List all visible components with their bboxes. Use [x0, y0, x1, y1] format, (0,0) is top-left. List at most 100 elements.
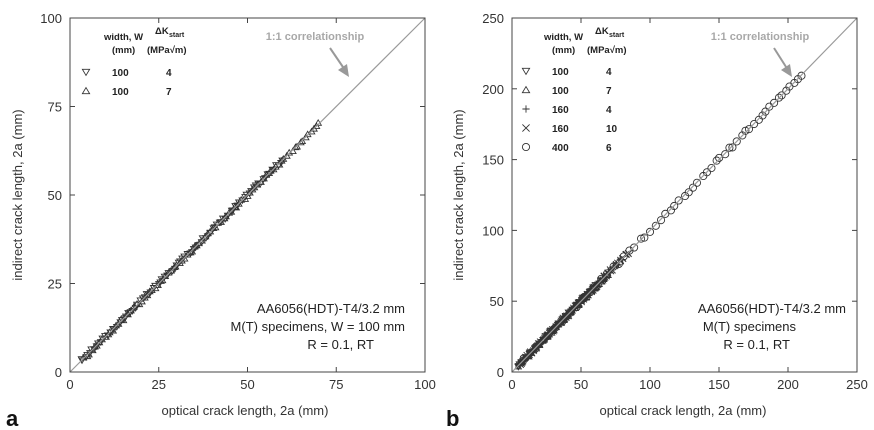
- data-point-triangle-up: [277, 156, 286, 164]
- y-tick-label: 200: [482, 82, 504, 97]
- data-point-triangle-up: [143, 291, 152, 299]
- data-point-circle: [732, 137, 741, 146]
- legend-header-dk-sub: start: [169, 32, 185, 39]
- data-point-circle: [725, 143, 734, 152]
- data-point-circle: [782, 86, 791, 95]
- data-point-triangle-up: [296, 138, 305, 146]
- data-point-circle: [750, 119, 759, 129]
- legend-header-width-unit: (mm): [552, 45, 575, 56]
- info-line-2: M(T) specimens: [703, 319, 797, 334]
- legend-marker-triangle-down: [521, 67, 531, 76]
- data-point-circle: [656, 216, 666, 225]
- data-point-triangle-down: [138, 295, 147, 303]
- data-point-triangle-up: [147, 286, 156, 294]
- data-point-triangle-up: [291, 143, 300, 151]
- data-point-circle: [702, 168, 711, 177]
- data-point-circle: [597, 274, 606, 283]
- data-point-circle: [754, 115, 763, 124]
- x-tick-label: 50: [574, 377, 588, 392]
- data-point-triangle-down: [254, 180, 263, 188]
- info-line-2: M(T) specimens, W = 100 mm: [231, 319, 405, 334]
- data-point-circle: [532, 342, 541, 351]
- y-tick-label: 50: [48, 188, 62, 203]
- data-point-circle: [684, 188, 693, 197]
- y-axis-label-a: indirect crack length, 2a (mm): [10, 109, 25, 280]
- data-point-triangle-up: [88, 346, 97, 354]
- legend-width-value: 160: [552, 105, 569, 116]
- panel-label-a: a: [6, 406, 19, 430]
- data-point-circle: [715, 153, 724, 162]
- data-point-triangle-up: [282, 151, 291, 159]
- data-point-circle: [770, 98, 779, 107]
- info-line-3: R = 0.1, RT: [307, 337, 374, 352]
- legend-b: width, W (mm) ΔK start (MPa√m) 100 4 100 7 160 4 16…: [521, 26, 627, 154]
- x-tick-label: 200: [777, 377, 799, 392]
- data-point-triangle-up: [177, 256, 186, 264]
- data-point-triangle-up: [114, 319, 123, 327]
- info-text-a: AA6056(HDT)-T4/3.2 mm M(T) specimens, W …: [231, 301, 405, 352]
- x-tick-label: 0: [508, 377, 515, 392]
- legend-header-dk-unit: (MPa√m): [587, 45, 627, 56]
- y-tick-label: 0: [497, 365, 504, 380]
- data-point-triangle-up: [186, 248, 195, 256]
- data-point-circle: [609, 262, 618, 271]
- reference-line-label-b: 1:1 correlationship: [711, 31, 810, 43]
- data-point-circle: [558, 317, 567, 326]
- data-point-circle: [625, 246, 634, 255]
- legend-marker-triangle-up: [521, 85, 531, 94]
- legend-marker-triangle-up: [81, 86, 91, 95]
- data-point-triangle-up: [197, 236, 206, 244]
- x-tick-label: 100: [414, 377, 436, 392]
- data-point-circle: [744, 125, 754, 134]
- x-axis-label-b: optical crack length, 2a (mm): [600, 403, 767, 418]
- data-point-triangle-up: [92, 341, 101, 349]
- data-point-triangle-up: [105, 328, 114, 336]
- axis-ticks-a: 0 25 50 75 100 0 25 50 75 100: [40, 11, 436, 392]
- legend-header-width: width, W: [103, 32, 143, 43]
- data-point-circle: [565, 309, 574, 318]
- y-axis-label-b: indirect crack length, 2a (mm): [451, 109, 466, 280]
- data-point-circle: [550, 324, 559, 333]
- data-point-triangle-up: [298, 137, 307, 144]
- data-point-triangle-up: [123, 310, 132, 318]
- data-point-triangle-down: [78, 357, 86, 365]
- plot-frame-b: [511, 17, 858, 373]
- legend-width-value: 400: [552, 143, 569, 154]
- data-point-triangle-up: [180, 254, 189, 262]
- info-line-1: AA6056(HDT)-T4/3.2 mm: [257, 301, 405, 316]
- reference-line-b: [511, 17, 858, 373]
- data-point-circle: [591, 283, 600, 292]
- x-tick-label: 50: [240, 377, 254, 392]
- legend-dk-value: 6: [606, 143, 612, 154]
- data-point-circle: [603, 269, 612, 278]
- data-point-circle: [741, 126, 750, 135]
- data-point-circle: [765, 102, 774, 111]
- data-point-circle: [630, 243, 639, 252]
- data-point-circle: [645, 227, 655, 236]
- data-point-circle: [580, 292, 589, 301]
- data-point-circle: [670, 201, 679, 211]
- data-point-triangle-down: [108, 325, 117, 333]
- data-point-triangle-up: [217, 218, 226, 225]
- data-point-triangle-up: [153, 281, 162, 289]
- x-tick-label: 250: [846, 377, 868, 392]
- data-point-circle: [586, 287, 595, 296]
- legend-header-width: width, W: [543, 32, 583, 43]
- info-text-b: AA6056(HDT)-T4/3.2 mm M(T) specimens R =…: [698, 301, 846, 352]
- data-point-triangle-up: [227, 207, 236, 215]
- x-tick-label: 100: [639, 377, 661, 392]
- legend-marker-plus: [522, 105, 530, 113]
- data-point-triangle-up: [171, 262, 180, 270]
- data-point-circle: [692, 178, 702, 187]
- reference-line-label-a: 1:1 correlationship: [266, 31, 365, 43]
- data-point-circle: [721, 150, 730, 159]
- reference-arrow-a: [329, 47, 349, 77]
- legend-header-dk: ΔK: [155, 26, 169, 37]
- y-tick-label: 100: [40, 11, 62, 26]
- data-point-triangle-up: [221, 212, 230, 220]
- info-line-3: R = 0.1, RT: [723, 337, 790, 352]
- data-point-triangle-up: [271, 162, 280, 170]
- data-point-circle: [707, 164, 716, 173]
- data-point-circle: [614, 259, 623, 269]
